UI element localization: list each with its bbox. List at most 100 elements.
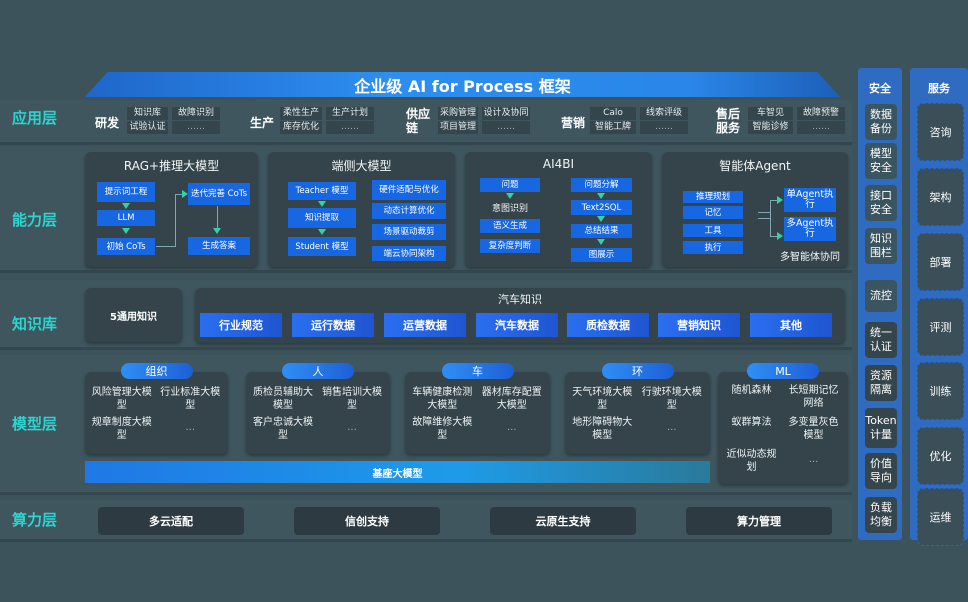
app-item-more[interactable]: …… <box>172 121 220 134</box>
model-item[interactable]: 天气环境大模型 <box>572 387 633 411</box>
model-item[interactable]: 客户忠诚大模型 <box>253 417 313 441</box>
service-item[interactable]: 训练 <box>917 362 964 420</box>
capability-box[interactable]: 记忆 <box>683 206 743 219</box>
security-item[interactable]: 知识围栏 <box>865 228 897 264</box>
app-item[interactable]: 项目管理 <box>438 121 478 134</box>
service-item[interactable]: 部署 <box>917 233 964 291</box>
app-item[interactable]: 故障预警 <box>797 107 845 120</box>
compute-item[interactable]: 多云适配 <box>98 507 244 535</box>
model-item[interactable]: 长短期记忆网络 <box>788 385 839 409</box>
service-item[interactable]: 优化 <box>917 427 964 485</box>
capability-box[interactable]: LLM <box>97 210 155 226</box>
knowledge-item[interactable]: 行业规范 <box>200 313 282 337</box>
compute-item[interactable]: 算力管理 <box>686 507 832 535</box>
model-item[interactable]: 地形障碍物大模型 <box>572 417 633 441</box>
security-item[interactable]: 流控 <box>865 280 897 312</box>
app-item[interactable]: 柔性生产 <box>280 107 322 120</box>
knowledge-item[interactable]: 汽车数据 <box>476 313 558 337</box>
security-item[interactable]: 模型安全 <box>865 143 897 179</box>
knowledge-item[interactable]: 营销知识 <box>658 313 740 337</box>
security-item[interactable]: 价值导向 <box>865 453 897 489</box>
compute-item[interactable]: 信创支持 <box>294 507 440 535</box>
app-item[interactable]: 生产计划 <box>326 107 374 120</box>
capability-box[interactable]: 问题分解 <box>571 178 632 192</box>
model-item[interactable]: 规章制度大模型 <box>91 417 152 441</box>
app-item[interactable]: 智能诊修 <box>748 121 793 134</box>
capability-box[interactable]: 图展示 <box>571 248 632 262</box>
service-item[interactable]: 运维 <box>917 488 964 546</box>
capability-box[interactable]: 场景驱动裁剪 <box>372 224 446 240</box>
knowledge-item[interactable]: 运行数据 <box>292 313 374 337</box>
model-item[interactable]: 故障维修大模型 <box>412 417 473 441</box>
capability-box[interactable]: 总结结果 <box>571 224 632 238</box>
knowledge-item[interactable]: 运营数据 <box>384 313 466 337</box>
app-item[interactable]: 车智见 <box>748 107 793 120</box>
model-item[interactable]: ... <box>185 422 196 433</box>
capability-box[interactable]: Text2SQL <box>571 200 632 215</box>
model-item[interactable]: ... <box>666 422 677 433</box>
security-item[interactable]: Token计量 <box>865 408 897 448</box>
app-item-more[interactable]: …… <box>326 121 374 134</box>
model-item[interactable]: 质检员辅助大模型 <box>253 387 313 411</box>
app-item[interactable]: 知识库 <box>127 107 168 120</box>
capability-box[interactable]: Student 模型 <box>288 237 356 256</box>
capability-box[interactable]: 工具 <box>683 224 743 237</box>
capability-box[interactable]: 多Agent执行 <box>784 217 836 241</box>
capability-box[interactable]: Teacher 模型 <box>288 182 356 200</box>
model-item[interactable]: 行业标准大模型 <box>160 387 221 411</box>
security-item[interactable]: 统一认证 <box>865 322 897 358</box>
app-item[interactable]: 试验认证 <box>127 121 168 134</box>
model-item[interactable]: 随机森林 <box>731 385 772 396</box>
security-item[interactable]: 负载均衡 <box>865 497 897 533</box>
model-item[interactable]: ... <box>506 422 517 433</box>
model-item[interactable]: ... <box>808 454 819 465</box>
model-item[interactable]: ... <box>347 422 357 433</box>
app-item[interactable]: 线索评级 <box>640 107 688 120</box>
app-item[interactable]: 故障识别 <box>172 107 220 120</box>
capability-box[interactable]: 提示词工程 <box>97 182 155 202</box>
model-item[interactable]: 行驶环境大模型 <box>641 387 702 411</box>
knowledge-item[interactable]: 其他 <box>750 313 832 337</box>
capability-box[interactable]: 推理规划 <box>683 191 743 203</box>
security-item[interactable]: 接口安全 <box>865 185 897 221</box>
service-item[interactable]: 评测 <box>917 298 964 356</box>
app-item-more[interactable]: …… <box>640 121 688 134</box>
capability-box[interactable]: 执行 <box>683 241 743 254</box>
capability-box[interactable]: 知识提取 <box>288 208 356 228</box>
model-item[interactable]: 车辆健康检测大模型 <box>412 387 473 411</box>
compute-item[interactable]: 云原生支持 <box>490 507 636 535</box>
app-item[interactable]: 库存优化 <box>280 121 322 134</box>
knowledge-item[interactable]: 质检数据 <box>567 313 649 337</box>
app-item[interactable]: 采购管理 <box>438 107 478 120</box>
capability-box[interactable]: 迭代完善 CoTs <box>188 183 250 205</box>
app-item-more[interactable]: …… <box>482 121 530 134</box>
capability-box[interactable]: 硬件适配与优化 <box>372 180 446 200</box>
security-item[interactable]: 资源隔离 <box>865 365 897 401</box>
capability-title-agent: 智能体Agent <box>719 159 791 173</box>
app-item[interactable]: 智能工牌 <box>590 121 636 134</box>
arrow-down-icon <box>506 193 514 199</box>
capability-box[interactable]: 问题 <box>480 178 540 192</box>
capability-box[interactable]: 单Agent执行 <box>784 188 836 212</box>
capability-box[interactable]: 初始 CoTs <box>97 238 155 255</box>
app-item[interactable]: Calo <box>590 107 636 120</box>
capability-title-ai4bi: AI4BI <box>542 157 575 171</box>
capability-box[interactable]: 生成答案 <box>188 237 250 255</box>
model-item[interactable]: 销售培训大模型 <box>322 387 382 411</box>
capability-box[interactable]: 复杂度判断 <box>480 239 540 253</box>
capability-box[interactable]: 端云协同架构 <box>372 246 446 261</box>
app-item-more[interactable]: …… <box>797 121 845 134</box>
model-item[interactable]: 多变量灰色模型 <box>788 417 839 441</box>
capability-box[interactable]: 语义生成 <box>480 219 540 233</box>
model-card-组织: 风险管理大模型 行业标准大模型 规章制度大模型... <box>85 372 228 454</box>
model-item[interactable]: 器材库存配置大模型 <box>481 387 542 411</box>
model-item[interactable]: 蚁群算法 <box>731 417 772 428</box>
model-item[interactable]: 风险管理大模型 <box>91 387 152 411</box>
model-item[interactable]: 近似动态规划 <box>726 449 777 473</box>
service-item[interactable]: 架构 <box>917 168 964 226</box>
service-item[interactable]: 咨询 <box>917 103 964 161</box>
connector-line <box>175 194 176 246</box>
app-item[interactable]: 设计及协同 <box>482 107 530 120</box>
capability-box[interactable]: 动态计算优化 <box>372 203 446 219</box>
security-item[interactable]: 数据备份 <box>865 104 897 140</box>
